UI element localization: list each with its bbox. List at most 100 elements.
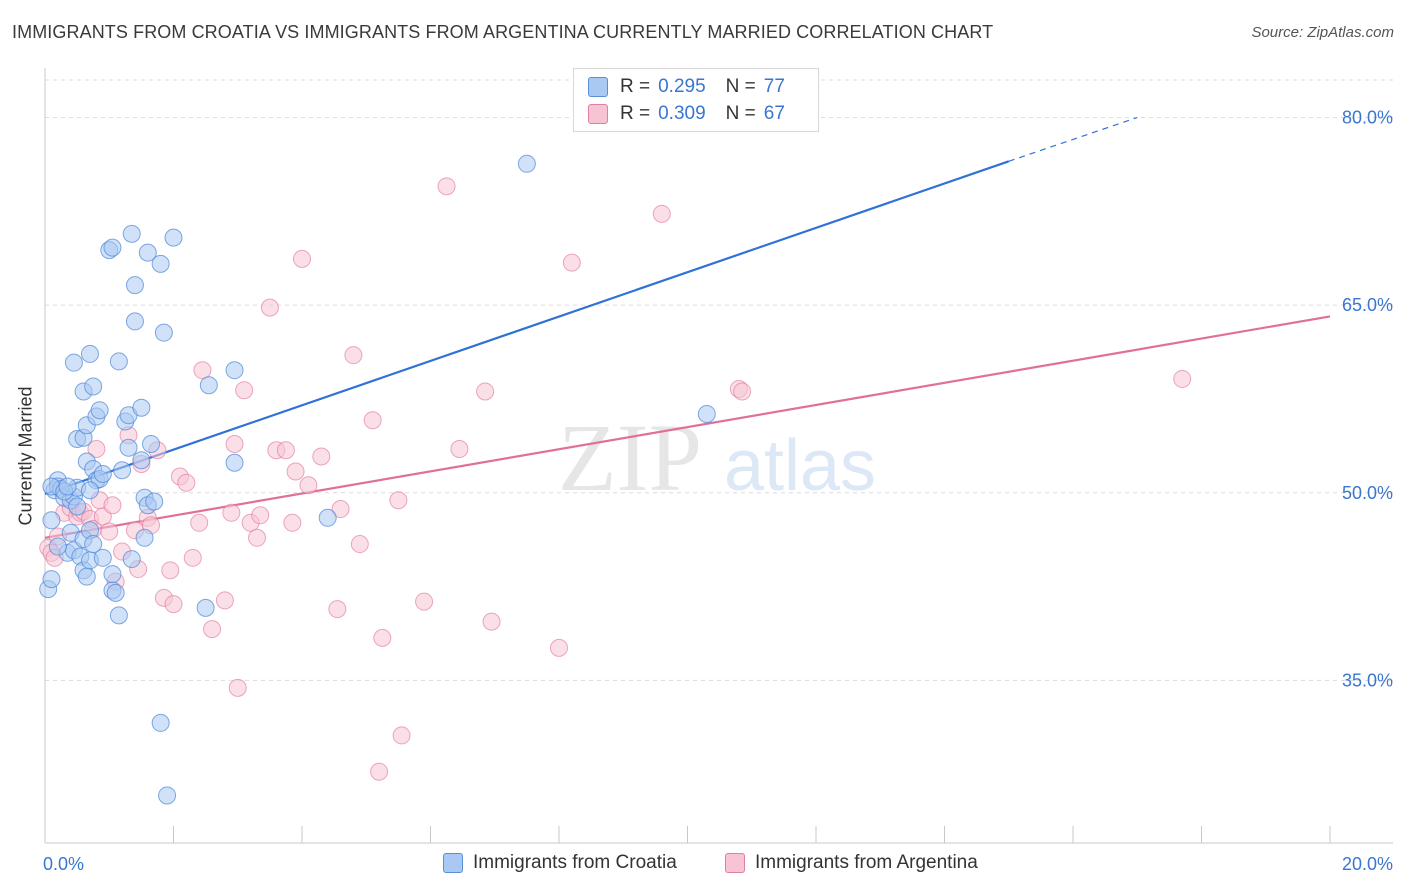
- watermark-atlas: atlas: [724, 426, 876, 506]
- data-point-argentina: [293, 249, 311, 268]
- data-point-croatia: [196, 598, 215, 617]
- data-point-croatia: [84, 377, 103, 396]
- data-point-argentina: [482, 612, 501, 631]
- y-tick-label: 65.0%: [1342, 295, 1393, 315]
- n-value-argentina: 67: [763, 103, 785, 124]
- data-point-argentina: [373, 628, 392, 647]
- data-point-croatia: [154, 323, 173, 342]
- series-legend: Immigrants from Croatia Immigrants from …: [0, 852, 1406, 878]
- data-point-croatia: [125, 276, 144, 295]
- data-point-argentina: [733, 382, 752, 401]
- y-tick-label: 50.0%: [1342, 483, 1393, 503]
- data-point-croatia: [48, 537, 67, 556]
- n-label: N =: [725, 76, 756, 97]
- data-point-argentina: [350, 535, 369, 554]
- data-point-argentina: [183, 548, 202, 567]
- tick-labels: 35.0% 50.0% 65.0% 80.0% 0.0% 20.0%: [43, 108, 1393, 874]
- series-argentina-points: [39, 177, 1192, 781]
- argentina-swatch-icon: [725, 853, 745, 873]
- data-point-argentina: [389, 491, 408, 510]
- legend-item-argentina[interactable]: Immigrants from Argentina: [725, 852, 978, 874]
- axes: [44, 68, 1393, 844]
- data-point-croatia: [164, 228, 183, 247]
- y-tick-label: 35.0%: [1342, 670, 1393, 690]
- argentina-swatch-icon: [588, 104, 608, 124]
- data-point-croatia: [93, 548, 112, 567]
- trend-lines: [44, 116, 1331, 539]
- data-point-croatia: [80, 481, 99, 500]
- data-point-croatia: [84, 535, 103, 554]
- correlation-legend: R = 0.295 N = 77 R = 0.309 N = 67: [573, 68, 819, 132]
- data-point-croatia: [64, 353, 83, 372]
- data-point-croatia: [125, 312, 144, 331]
- y-axis-label: Currently Married: [15, 386, 36, 526]
- data-point-croatia: [122, 550, 141, 569]
- data-point-argentina: [286, 462, 305, 481]
- data-point-croatia: [225, 361, 244, 380]
- data-point-argentina: [562, 253, 581, 272]
- data-point-argentina: [260, 298, 279, 317]
- watermark: ZIP atlas: [558, 404, 876, 511]
- data-point-croatia: [517, 154, 536, 173]
- data-point-argentina: [251, 506, 270, 525]
- legend-item-croatia[interactable]: Immigrants from Croatia: [443, 852, 677, 874]
- data-point-croatia: [42, 511, 61, 530]
- data-point-croatia: [109, 352, 128, 371]
- legend-label-croatia: Immigrants from Croatia: [473, 852, 677, 873]
- data-point-croatia: [142, 434, 161, 453]
- croatia-swatch-icon: [588, 77, 608, 97]
- data-point-argentina: [392, 726, 411, 745]
- data-point-croatia: [58, 477, 77, 496]
- data-point-argentina: [228, 678, 247, 697]
- x-tick-label: 0.0%: [43, 854, 84, 874]
- data-point-argentina: [450, 439, 469, 458]
- data-point-argentina: [312, 447, 331, 466]
- r-label: R =: [620, 103, 651, 124]
- data-point-argentina: [415, 592, 434, 611]
- data-point-argentina: [215, 591, 234, 610]
- data-point-argentina: [193, 361, 212, 380]
- data-point-argentina: [222, 503, 241, 522]
- r-value-argentina: 0.309: [658, 103, 706, 124]
- legend-row-argentina: R = 0.309 N = 67: [588, 101, 785, 127]
- data-point-croatia: [151, 254, 170, 273]
- legend-row-croatia: R = 0.295 N = 77: [588, 74, 785, 100]
- data-point-argentina: [476, 382, 495, 401]
- data-point-argentina: [100, 522, 119, 541]
- data-point-croatia: [132, 398, 151, 417]
- data-point-argentina: [225, 434, 244, 453]
- data-point-argentina: [299, 476, 318, 495]
- watermark-zip: ZIP: [558, 404, 702, 511]
- data-point-argentina: [103, 496, 122, 515]
- data-point-croatia: [145, 492, 164, 511]
- data-point-argentina: [283, 513, 302, 532]
- data-point-argentina: [331, 500, 350, 519]
- data-point-croatia: [697, 404, 716, 423]
- data-point-croatia: [135, 528, 154, 547]
- data-point-croatia: [122, 224, 141, 243]
- data-point-argentina: [370, 762, 389, 781]
- data-point-argentina: [437, 177, 456, 196]
- data-point-argentina: [248, 528, 267, 547]
- data-point-argentina: [161, 561, 180, 580]
- data-point-croatia: [90, 401, 109, 420]
- data-point-argentina: [276, 441, 295, 460]
- data-point-croatia: [119, 438, 138, 457]
- source-credit: Source: ZipAtlas.com: [1251, 24, 1394, 41]
- data-point-croatia: [113, 461, 132, 480]
- n-value-croatia: 77: [763, 76, 785, 97]
- trendline-croatia: [44, 160, 1010, 496]
- trendline-argentina: [44, 315, 1331, 539]
- data-point-croatia: [151, 713, 170, 732]
- data-point-croatia: [138, 243, 157, 262]
- data-point-argentina: [235, 381, 254, 400]
- data-point-croatia: [199, 376, 218, 395]
- data-point-argentina: [177, 473, 196, 492]
- data-point-argentina: [550, 638, 568, 657]
- r-label: R =: [620, 76, 651, 97]
- trendline-croatia-extension: [1008, 116, 1138, 162]
- data-point-croatia: [77, 567, 96, 586]
- data-point-croatia: [103, 238, 122, 257]
- y-tick-label: 80.0%: [1342, 108, 1393, 128]
